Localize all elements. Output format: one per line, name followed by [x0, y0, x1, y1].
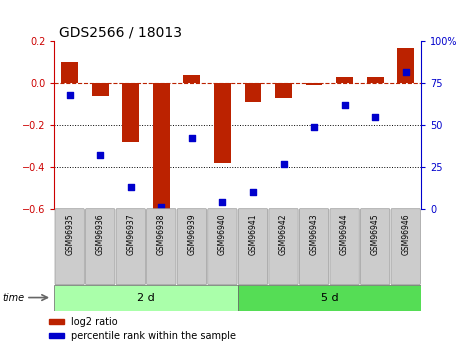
- Bar: [245, 83, 262, 102]
- Bar: [49, 333, 64, 338]
- Point: [158, 204, 165, 210]
- Text: time: time: [2, 293, 25, 303]
- Text: GSM96941: GSM96941: [248, 213, 257, 255]
- FancyBboxPatch shape: [238, 209, 268, 285]
- Text: percentile rank within the sample: percentile rank within the sample: [71, 331, 236, 341]
- FancyBboxPatch shape: [330, 209, 359, 285]
- Text: GSM96940: GSM96940: [218, 213, 227, 255]
- FancyBboxPatch shape: [360, 209, 390, 285]
- Text: 5 d: 5 d: [321, 293, 338, 303]
- FancyBboxPatch shape: [208, 209, 237, 285]
- Bar: [123, 83, 139, 142]
- Bar: [54, 285, 237, 310]
- Text: GSM96937: GSM96937: [126, 213, 135, 255]
- FancyBboxPatch shape: [116, 209, 145, 285]
- Point: [402, 69, 410, 74]
- Text: GSM96939: GSM96939: [187, 213, 196, 255]
- Text: log2 ratio: log2 ratio: [71, 317, 118, 327]
- Bar: [367, 77, 384, 83]
- Point: [219, 199, 226, 205]
- Bar: [306, 83, 323, 85]
- Point: [249, 189, 257, 195]
- FancyBboxPatch shape: [391, 209, 420, 285]
- FancyBboxPatch shape: [147, 209, 176, 285]
- Point: [280, 161, 287, 166]
- Bar: [336, 77, 353, 83]
- Bar: [397, 48, 414, 83]
- FancyBboxPatch shape: [55, 209, 84, 285]
- Bar: [49, 319, 64, 324]
- Bar: [153, 83, 170, 211]
- FancyBboxPatch shape: [86, 209, 115, 285]
- Bar: [92, 83, 109, 96]
- Text: GSM96945: GSM96945: [371, 213, 380, 255]
- Bar: [275, 83, 292, 98]
- Point: [127, 184, 134, 190]
- Point: [66, 92, 73, 98]
- Text: 2 d: 2 d: [137, 293, 155, 303]
- Text: GDS2566 / 18013: GDS2566 / 18013: [59, 26, 182, 40]
- Text: GSM96935: GSM96935: [65, 213, 74, 255]
- Bar: [237, 285, 421, 310]
- Point: [96, 152, 104, 158]
- Bar: [214, 83, 231, 163]
- Text: GSM96936: GSM96936: [96, 213, 105, 255]
- Point: [310, 124, 318, 129]
- Text: GSM96938: GSM96938: [157, 213, 166, 255]
- Text: GSM96944: GSM96944: [340, 213, 349, 255]
- Bar: [61, 62, 78, 83]
- Point: [188, 136, 196, 141]
- Bar: [184, 75, 200, 83]
- Text: GSM96942: GSM96942: [279, 213, 288, 255]
- FancyBboxPatch shape: [177, 209, 207, 285]
- Point: [341, 102, 349, 108]
- FancyBboxPatch shape: [269, 209, 298, 285]
- Text: GSM96943: GSM96943: [309, 213, 318, 255]
- Text: GSM96946: GSM96946: [401, 213, 410, 255]
- FancyBboxPatch shape: [299, 209, 329, 285]
- Point: [371, 114, 379, 119]
